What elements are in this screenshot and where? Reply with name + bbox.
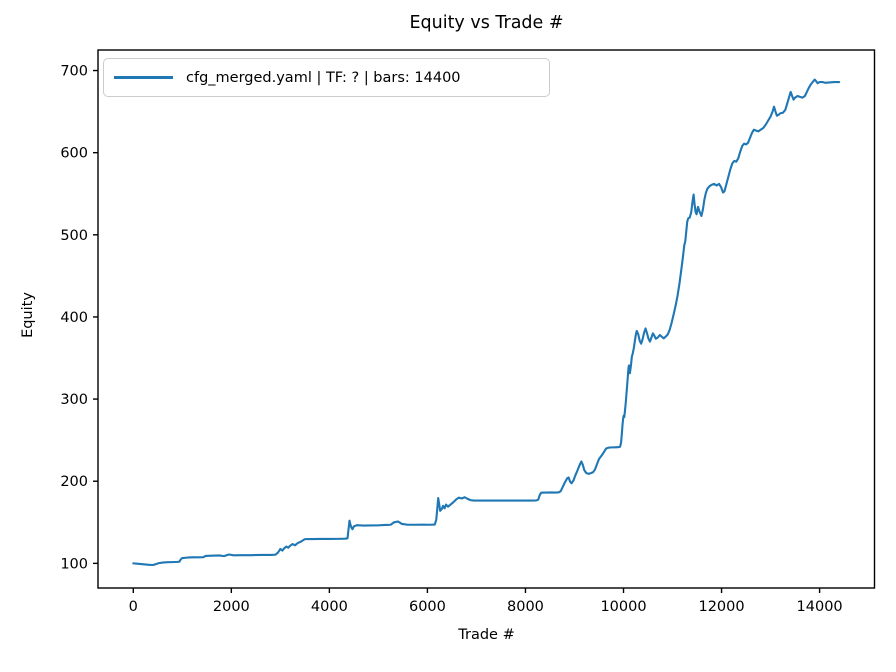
x-tick-label: 0	[129, 599, 138, 615]
y-tick-label: 300	[60, 392, 88, 408]
y-tick-label: 100	[60, 556, 88, 572]
chart-title: Equity vs Trade #	[409, 13, 564, 33]
equity-line	[132, 78, 841, 567]
legend-label: cfg_merged.yaml | TF: ? | bars: 14400	[186, 69, 461, 86]
axes-frame	[97, 49, 876, 589]
x-tick-label: 12000	[698, 599, 744, 615]
y-tick-label: 200	[60, 474, 88, 490]
legend: cfg_merged.yaml | TF: ? | bars: 14400	[103, 58, 550, 97]
x-tick-label: 4000	[311, 599, 348, 615]
x-tick-label: 8000	[507, 599, 544, 615]
x-tick-label: 6000	[409, 599, 446, 615]
y-tick-label: 500	[60, 228, 88, 244]
legend-line-swatch	[114, 76, 173, 79]
y-tick-label: 700	[60, 64, 88, 80]
y-tick-label: 600	[60, 146, 88, 162]
x-tick-label: 14000	[797, 599, 843, 615]
x-axis-label: Trade #	[458, 627, 515, 643]
y-axis-label: Equity	[20, 292, 36, 338]
y-tick-label: 400	[60, 310, 88, 326]
x-tick-label: 2000	[213, 599, 250, 615]
x-tick-label: 10000	[600, 599, 646, 615]
